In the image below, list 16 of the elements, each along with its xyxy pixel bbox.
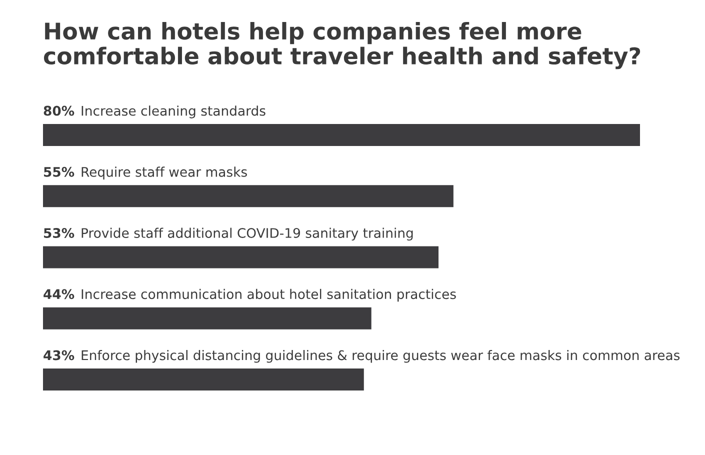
bar [43,307,372,330]
bar [43,246,439,268]
y-tick-label: Require staff wear masks [82,166,247,180]
y-tick-label: Enforce physical distancing guidelines & require guests wear face masks in common areas [82,350,680,363]
bar [43,185,454,208]
data-label: 53% [44,228,74,238]
y-tick-label: Increase cleaning standards [82,106,266,118]
data-label: 80% [44,106,74,116]
data-label: 44% [44,289,74,300]
y-tick-label: Provide staff additional COVID-19 sanitary training [82,228,413,241]
data-label: 43% [44,350,74,360]
bar [43,368,364,390]
y-tick-label: Increase communication about hotel sanitation practices [82,288,456,302]
data-label: 55% [44,166,74,177]
bar [43,124,640,146]
chart-title: How can hotels help companies feel more comfortable about traveler health and safety? [44,22,640,70]
